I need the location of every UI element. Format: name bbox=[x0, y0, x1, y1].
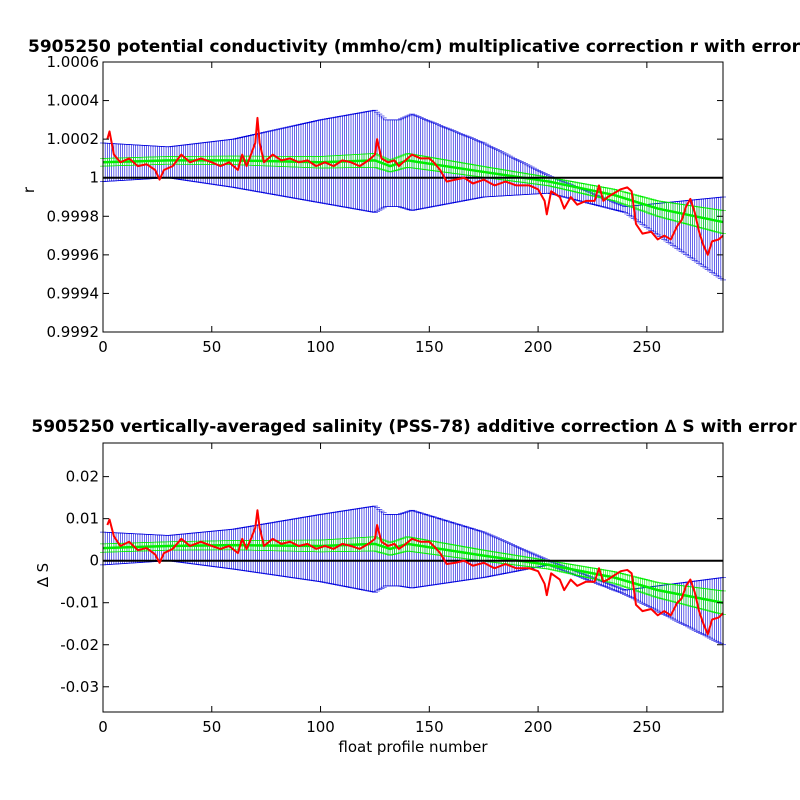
chart-title: 5905250 vertically-averaged salinity (PS… bbox=[31, 417, 797, 437]
y-tick-label: 0.9996 bbox=[47, 246, 100, 264]
data-line bbox=[106, 116, 724, 256]
chart-title: 5905250 potential conductivity (mmho/cm)… bbox=[28, 37, 800, 57]
x-tick-label: 0 bbox=[98, 338, 108, 356]
conductivity-correction-chart: 5905250 potential conductivity (mmho/cm)… bbox=[20, 37, 800, 356]
salinity-correction-chart: 5905250 vertically-averaged salinity (PS… bbox=[31, 417, 797, 756]
data-line bbox=[106, 509, 724, 636]
y-axis-label: r bbox=[20, 186, 38, 193]
y-axis-label: ∆ S bbox=[34, 563, 52, 588]
y-tick-label: -0.01 bbox=[60, 594, 99, 612]
x-axis-label: float profile number bbox=[338, 738, 488, 756]
x-tick-label: 200 bbox=[524, 718, 553, 736]
y-tick-label: 1.0006 bbox=[47, 53, 100, 71]
x-tick-label: 150 bbox=[415, 718, 444, 736]
x-tick-label: 0 bbox=[98, 718, 108, 736]
x-tick-label: 200 bbox=[524, 338, 553, 356]
axes-box bbox=[102, 442, 724, 713]
y-tick-label: -0.02 bbox=[60, 636, 99, 654]
y-tick-label: 1 bbox=[89, 169, 99, 187]
x-tick-label: 100 bbox=[306, 718, 335, 736]
axis-ticks: 0 50 100 150 200 250 0.9992 0.9994 0.9996 0.9998 1… bbox=[47, 53, 723, 356]
axis-ticks: 0 50 100 150 200 250 -0.03 -0.02 -0.01 0 0.01 0.02 bbox=[60, 443, 723, 736]
plot-area bbox=[100, 109, 726, 281]
fit-line bbox=[102, 159, 724, 224]
fit-line bbox=[102, 542, 724, 604]
y-tick-label: 1.0002 bbox=[47, 130, 100, 148]
fit-series bbox=[100, 536, 726, 615]
y-tick-label: 0 bbox=[89, 552, 99, 570]
x-tick-label: 250 bbox=[633, 338, 662, 356]
plot-area bbox=[100, 505, 726, 646]
y-tick-label: 0.9994 bbox=[47, 284, 100, 302]
x-tick-label: 50 bbox=[202, 718, 221, 736]
x-tick-label: 150 bbox=[415, 338, 444, 356]
y-tick-label: 0.9992 bbox=[47, 323, 100, 341]
y-tick-label: 0.9998 bbox=[47, 207, 100, 225]
x-tick-label: 50 bbox=[202, 338, 221, 356]
x-tick-label: 250 bbox=[633, 718, 662, 736]
y-tick-label: 0.01 bbox=[66, 510, 99, 528]
axes-box bbox=[102, 61, 724, 333]
y-tick-label: 1.0004 bbox=[47, 92, 100, 110]
x-tick-label: 100 bbox=[306, 338, 335, 356]
y-tick-label: -0.03 bbox=[60, 678, 99, 696]
y-tick-label: 0.02 bbox=[66, 468, 99, 486]
